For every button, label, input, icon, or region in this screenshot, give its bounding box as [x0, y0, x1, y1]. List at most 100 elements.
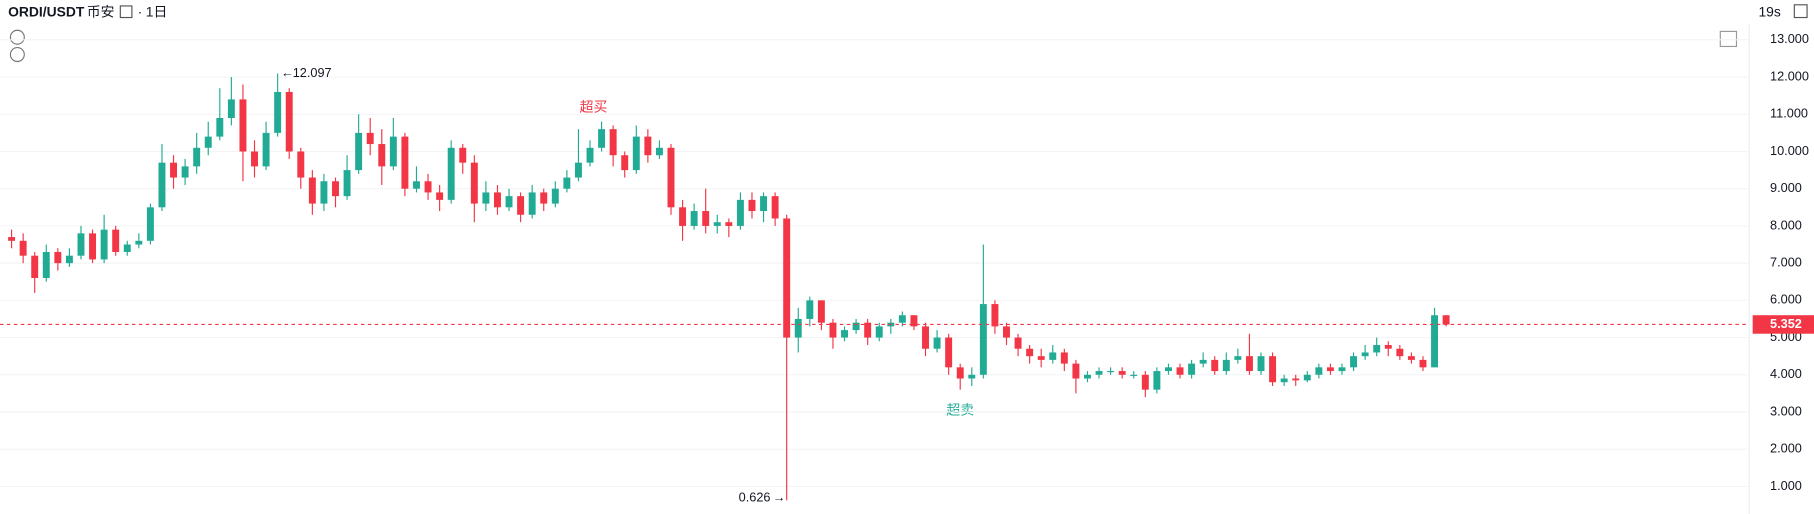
candle-body	[1014, 337, 1022, 349]
candle-body	[528, 192, 536, 215]
candle-body	[841, 330, 848, 338]
candle-body	[65, 255, 73, 264]
high-label: 12.097	[293, 65, 332, 80]
last-price-tag	[1752, 315, 1814, 334]
candle-body	[598, 129, 606, 148]
candle-body	[794, 318, 802, 338]
candle-body	[864, 322, 872, 338]
y-tick-label: 13.000	[1770, 31, 1809, 46]
low-label: 0.626	[739, 489, 771, 504]
dot: ·	[138, 4, 143, 20]
candle-body	[146, 207, 154, 241]
y-tick-label: 8.000	[1770, 217, 1802, 232]
candle-body	[1153, 371, 1161, 390]
candle-body	[308, 177, 316, 204]
candle-body	[343, 170, 351, 197]
candle-body	[760, 196, 768, 212]
candle-body	[910, 315, 918, 327]
candle-body	[100, 229, 108, 260]
candle-body	[135, 240, 143, 245]
candle-body	[1280, 378, 1288, 383]
candle-body	[378, 144, 386, 167]
candle-body	[1118, 371, 1126, 375]
candle-body	[1396, 348, 1404, 357]
y-tick-label: 3.000	[1770, 403, 1802, 418]
candle-body	[1338, 367, 1346, 372]
exchange: 币安	[87, 4, 115, 20]
candle-body	[19, 240, 27, 256]
candle-body	[297, 151, 305, 178]
symbol-title: ORDI/USDT	[8, 4, 85, 20]
edit-icon[interactable]	[119, 5, 133, 19]
candle-body	[736, 199, 744, 226]
candle-body	[551, 188, 559, 204]
scale-icon[interactable]	[1719, 30, 1738, 48]
candle-body	[725, 222, 733, 226]
candle-body	[505, 196, 513, 208]
candle-body	[968, 374, 976, 379]
last-price-label: 5.352	[1770, 316, 1802, 331]
candle-body	[1303, 374, 1311, 381]
candle-body	[262, 132, 270, 167]
candle-body	[1269, 356, 1277, 383]
candle-body	[1326, 367, 1334, 372]
candle-body	[771, 196, 779, 219]
candle-body	[193, 147, 201, 167]
candle-body	[1384, 345, 1392, 349]
candle-body	[1060, 352, 1068, 364]
candle-body	[922, 326, 929, 349]
expand-button[interactable]	[9, 29, 25, 45]
candle-body	[852, 322, 860, 331]
layout-icon[interactable]	[1793, 4, 1808, 19]
candle-body	[690, 211, 698, 226]
candle-body	[517, 196, 525, 215]
candle-body	[979, 304, 987, 375]
candle-body	[806, 300, 814, 319]
candle-body	[54, 251, 62, 264]
candle-body	[609, 129, 617, 156]
candle-body	[1026, 348, 1034, 357]
candle-body	[1084, 374, 1091, 379]
candle-body	[89, 233, 97, 260]
candle-body	[748, 199, 756, 212]
candle-body	[945, 337, 953, 368]
candle-body	[1072, 363, 1080, 379]
candle-body	[1130, 374, 1138, 376]
candle-body	[436, 192, 444, 200]
candle-body	[1292, 378, 1300, 381]
candle-body	[42, 251, 50, 279]
candle-body	[31, 255, 39, 279]
candle-body	[1442, 315, 1450, 325]
candle-body	[875, 326, 883, 338]
candle-body	[667, 147, 675, 208]
candle-body	[320, 181, 328, 204]
candle-body	[563, 177, 571, 189]
candle-body	[123, 244, 131, 252]
y-tick-label: 2.000	[1770, 441, 1802, 456]
candle-body	[470, 162, 478, 204]
candle-body	[1141, 374, 1149, 390]
candle-body	[482, 192, 490, 204]
candle-body	[1037, 356, 1045, 360]
y-tick-label: 6.000	[1770, 292, 1802, 307]
candle-body	[621, 155, 629, 171]
expand-button[interactable]	[9, 47, 25, 63]
candle-body	[644, 136, 652, 156]
y-tick-label: 11.000	[1770, 106, 1808, 121]
low-arrow: →	[773, 489, 786, 504]
candle-body	[170, 162, 178, 178]
countdown: 19s	[1758, 4, 1780, 20]
candle-body	[1107, 371, 1115, 373]
candle-body	[574, 162, 582, 178]
candle-body	[112, 229, 120, 252]
candle-body	[1257, 356, 1265, 372]
candle-body	[1361, 352, 1369, 357]
y-tick-label: 12.000	[1770, 68, 1809, 83]
candle-body	[1431, 315, 1439, 368]
candle-body	[447, 147, 455, 200]
candle-body	[424, 181, 432, 193]
candle-body	[817, 300, 825, 323]
candle-body	[1350, 356, 1358, 368]
candle-body	[540, 192, 548, 204]
candle-body	[933, 337, 941, 349]
